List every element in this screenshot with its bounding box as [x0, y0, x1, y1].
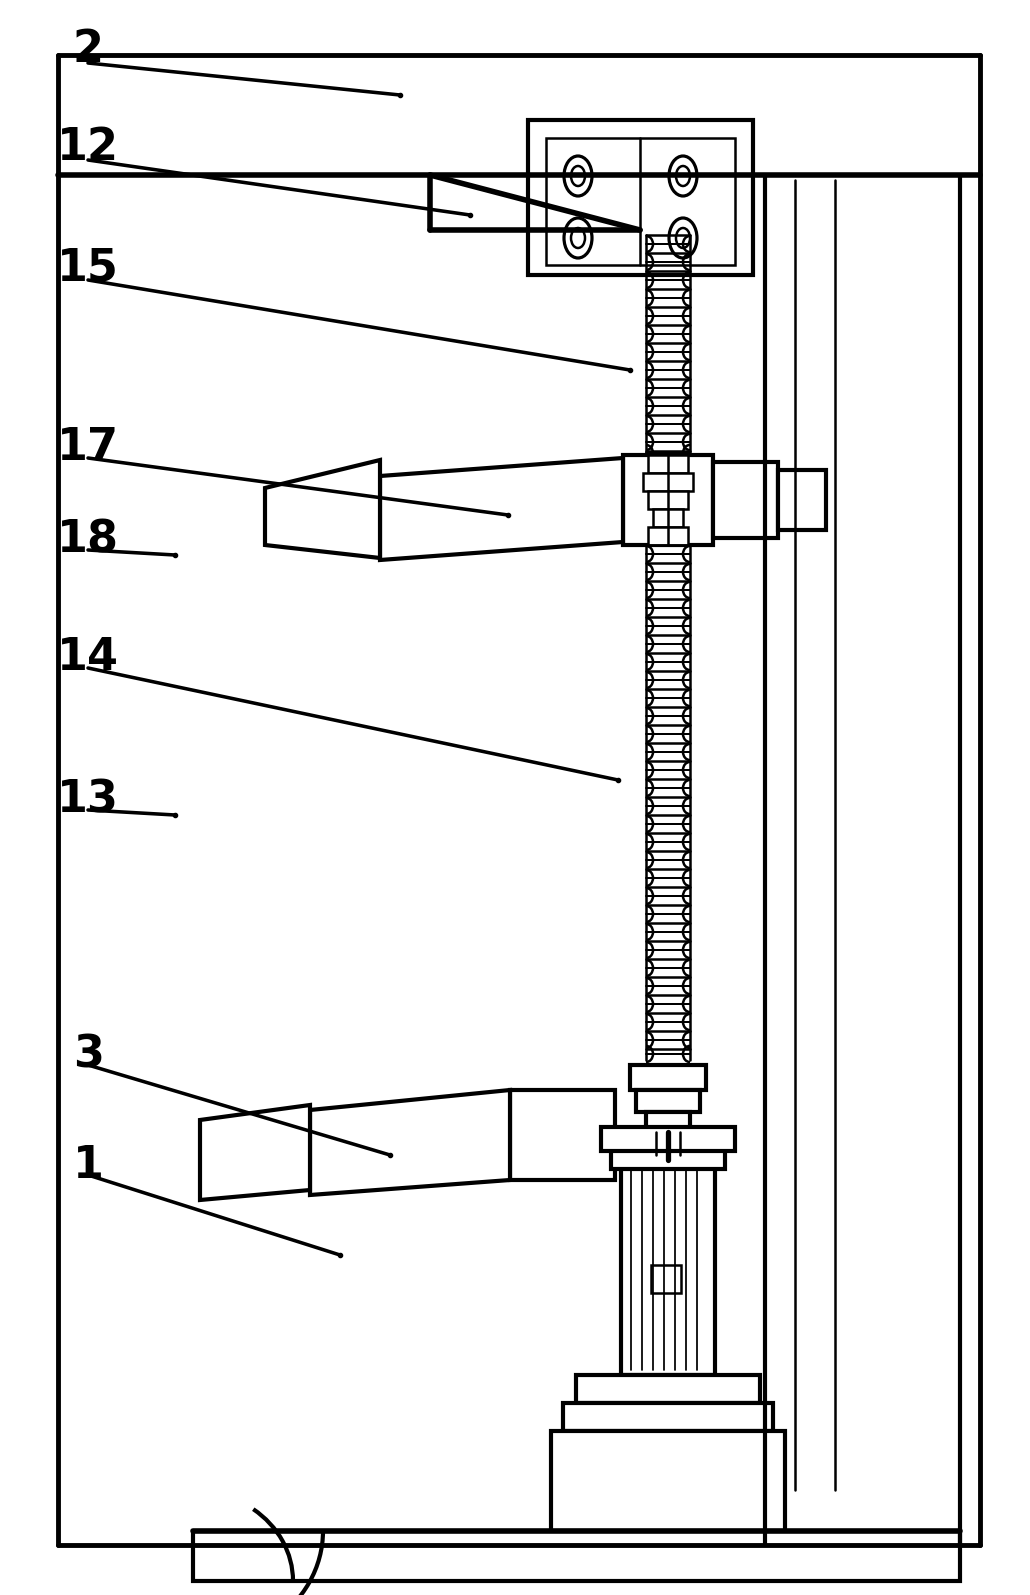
Bar — [563, 1404, 772, 1431]
Bar — [648, 455, 688, 474]
Text: 3: 3 — [72, 1034, 103, 1077]
Bar — [636, 1089, 700, 1112]
Bar — [600, 1128, 735, 1152]
Bar — [648, 526, 688, 545]
Ellipse shape — [670, 156, 697, 196]
Ellipse shape — [571, 228, 585, 247]
Text: 12: 12 — [57, 126, 119, 169]
Bar — [643, 474, 693, 491]
Text: 17: 17 — [57, 426, 119, 469]
Text: 14: 14 — [57, 636, 119, 679]
Bar — [648, 491, 688, 509]
Bar — [551, 1431, 785, 1531]
Text: 1: 1 — [72, 1144, 103, 1187]
Ellipse shape — [676, 228, 690, 247]
Bar — [653, 509, 683, 526]
Ellipse shape — [676, 166, 690, 187]
Bar — [546, 139, 735, 265]
Ellipse shape — [564, 156, 592, 196]
Polygon shape — [265, 459, 380, 558]
Text: 18: 18 — [57, 518, 119, 561]
Bar — [576, 1375, 760, 1404]
Bar — [621, 1164, 715, 1375]
Bar — [778, 471, 826, 530]
Bar — [651, 1265, 681, 1294]
Bar — [510, 1089, 615, 1180]
Bar — [611, 1147, 725, 1169]
Bar — [630, 1065, 706, 1089]
Ellipse shape — [571, 166, 585, 187]
Ellipse shape — [564, 219, 592, 258]
Polygon shape — [200, 1105, 310, 1199]
Bar — [193, 1531, 960, 1581]
Text: 13: 13 — [57, 778, 118, 821]
Bar — [713, 463, 778, 538]
Bar — [646, 1112, 690, 1132]
Text: 15: 15 — [57, 247, 118, 290]
Polygon shape — [380, 458, 623, 560]
Text: 2: 2 — [72, 29, 103, 72]
Bar — [528, 120, 753, 274]
Polygon shape — [310, 1089, 510, 1195]
Bar — [623, 455, 713, 545]
Ellipse shape — [670, 219, 697, 258]
